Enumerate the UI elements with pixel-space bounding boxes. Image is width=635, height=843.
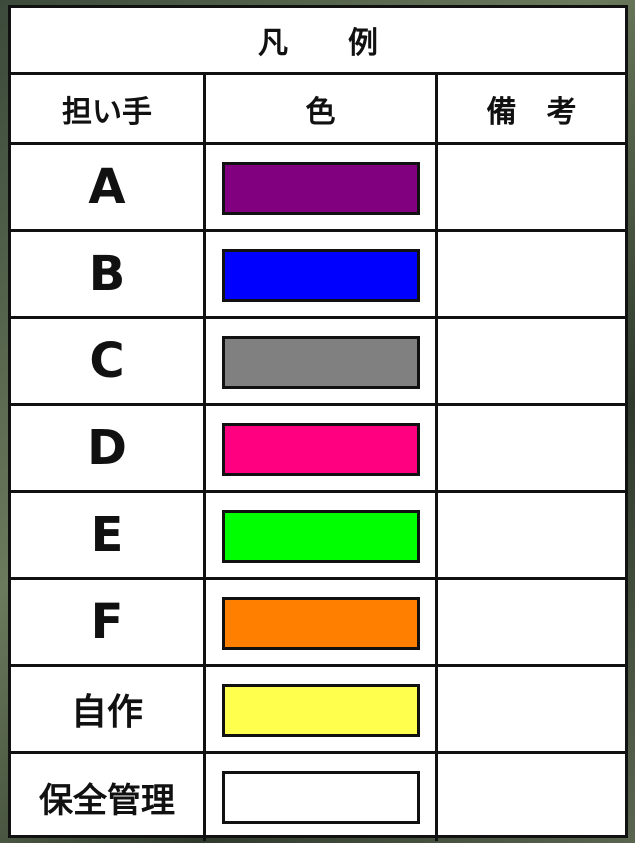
color-cell: [206, 406, 438, 493]
color-cell: [206, 754, 438, 841]
remarks-cell: [438, 667, 625, 754]
row-label: E: [11, 493, 206, 580]
color-cell: [206, 493, 438, 580]
color-swatch: [222, 423, 420, 476]
color-cell: [206, 145, 438, 232]
color-swatch: [222, 249, 420, 302]
color-swatch: [222, 597, 420, 650]
header-cell: 備 考: [438, 75, 625, 145]
row-label: B: [11, 232, 206, 319]
remarks-cell: [438, 406, 625, 493]
row-label: F: [11, 580, 206, 667]
legend-title: 凡 例: [11, 8, 625, 75]
color-swatch: [222, 510, 420, 563]
row-label: C: [11, 319, 206, 406]
row-label: 保全管理: [11, 754, 206, 841]
color-swatch: [222, 336, 420, 389]
row-label: 自作: [11, 667, 206, 754]
remarks-cell: [438, 493, 625, 580]
remarks-cell: [438, 754, 625, 841]
header-cell: 色: [206, 75, 438, 145]
color-cell: [206, 319, 438, 406]
remarks-cell: [438, 319, 625, 406]
row-label: D: [11, 406, 206, 493]
header-cell: 担い手: [11, 75, 206, 145]
remarks-cell: [438, 232, 625, 319]
remarks-cell: [438, 145, 625, 232]
color-swatch: [222, 162, 420, 215]
legend-table: 凡 例 担い手色備 考 A B C D E F 自作 保全管理: [8, 5, 628, 841]
remarks-cell: [438, 580, 625, 667]
color-swatch: [222, 771, 420, 824]
color-cell: [206, 580, 438, 667]
row-label: A: [11, 145, 206, 232]
color-swatch: [222, 684, 420, 737]
color-cell: [206, 667, 438, 754]
color-cell: [206, 232, 438, 319]
